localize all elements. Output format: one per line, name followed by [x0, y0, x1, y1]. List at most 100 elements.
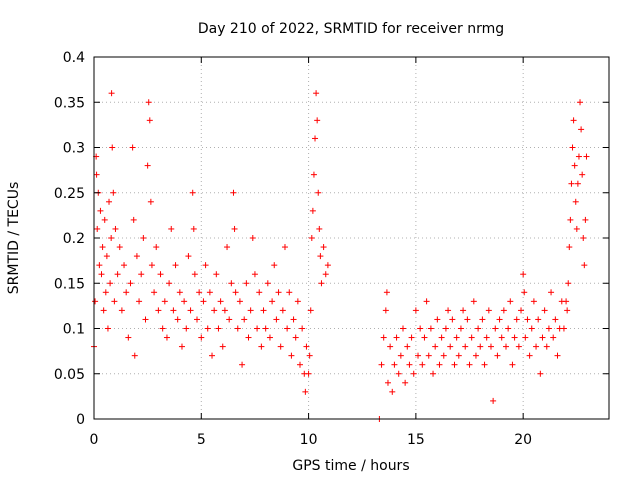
data-point	[104, 325, 111, 332]
data-point	[130, 216, 137, 223]
data-point	[430, 370, 437, 377]
data-point	[404, 343, 411, 350]
data-point	[568, 180, 575, 187]
data-point	[131, 352, 138, 359]
data-point	[161, 298, 168, 305]
y-tick-label: 0.4	[63, 50, 85, 66]
data-point	[294, 298, 301, 305]
data-point	[159, 325, 166, 332]
data-point	[477, 343, 484, 350]
data-point	[485, 307, 492, 314]
data-point	[395, 370, 402, 377]
data-point	[438, 334, 445, 341]
data-point	[432, 343, 439, 350]
data-point	[103, 253, 110, 260]
data-point	[181, 298, 188, 305]
data-point	[163, 334, 170, 341]
data-point	[239, 361, 246, 368]
data-point	[382, 307, 389, 314]
data-point	[211, 307, 218, 314]
data-point	[481, 361, 488, 368]
data-point	[303, 343, 310, 350]
data-point	[307, 307, 314, 314]
data-point	[145, 99, 152, 106]
y-axis-label: SRMTID / TECUs	[6, 182, 22, 295]
y-tick-label: 0	[76, 412, 85, 428]
data-point	[178, 343, 185, 350]
data-point	[541, 307, 548, 314]
data-point	[92, 298, 99, 305]
data-point	[151, 289, 158, 296]
data-point	[279, 307, 286, 314]
chart-title: Day 210 of 2022, SRMTID for receiver nrm…	[198, 21, 504, 37]
data-point	[217, 298, 224, 305]
data-point	[475, 325, 482, 332]
data-point	[308, 235, 315, 241]
data-point	[170, 307, 177, 314]
data-point	[219, 343, 226, 350]
data-point	[513, 316, 520, 323]
data-point	[505, 325, 512, 332]
plot-frame	[93, 56, 610, 420]
y-tick-label: 0.25	[54, 186, 85, 202]
data-points	[91, 90, 590, 422]
data-point	[190, 225, 197, 232]
data-point	[522, 334, 529, 341]
data-point	[102, 289, 109, 296]
data-point	[387, 343, 394, 350]
data-point	[118, 307, 125, 314]
data-point	[566, 244, 573, 251]
data-point	[142, 316, 149, 323]
data-point	[554, 352, 561, 359]
data-point	[174, 316, 181, 323]
x-axis-label: GPS time / hours	[292, 458, 409, 474]
data-point	[447, 343, 454, 350]
data-point	[277, 343, 284, 350]
data-point	[221, 307, 228, 314]
data-point	[503, 343, 509, 350]
data-point	[133, 253, 140, 260]
data-point	[93, 171, 100, 178]
data-point	[166, 280, 173, 287]
data-point	[552, 316, 559, 323]
data-point	[256, 289, 263, 296]
data-point	[224, 244, 231, 251]
data-point	[440, 352, 447, 359]
data-point	[518, 307, 525, 314]
data-point	[172, 262, 179, 269]
x-tick-label: 0	[90, 432, 99, 448]
data-point	[109, 144, 116, 151]
data-point	[490, 397, 497, 404]
data-point	[427, 325, 434, 332]
y-tick-label: 0.2	[63, 231, 85, 247]
data-point	[460, 307, 467, 314]
data-point	[310, 171, 317, 178]
data-point	[470, 298, 477, 305]
data-point	[412, 307, 419, 314]
data-point	[511, 334, 518, 341]
data-point	[389, 388, 396, 395]
data-point	[275, 289, 282, 296]
data-point	[266, 334, 273, 341]
data-point	[273, 316, 280, 323]
data-point	[393, 334, 400, 341]
data-point	[415, 352, 422, 359]
data-point	[453, 334, 460, 341]
y-tick-label: 0.15	[54, 276, 85, 292]
data-point	[569, 144, 576, 151]
data-point	[507, 298, 514, 305]
data-point	[97, 207, 104, 214]
data-point	[234, 325, 241, 332]
data-point	[236, 298, 243, 305]
data-point	[572, 198, 579, 205]
data-point	[299, 325, 306, 332]
data-point	[101, 216, 108, 223]
data-point	[498, 334, 505, 341]
data-point	[200, 298, 207, 305]
data-point	[573, 225, 580, 232]
data-point	[96, 262, 103, 269]
data-point	[378, 361, 385, 368]
data-point	[183, 325, 190, 332]
data-point	[521, 289, 528, 296]
